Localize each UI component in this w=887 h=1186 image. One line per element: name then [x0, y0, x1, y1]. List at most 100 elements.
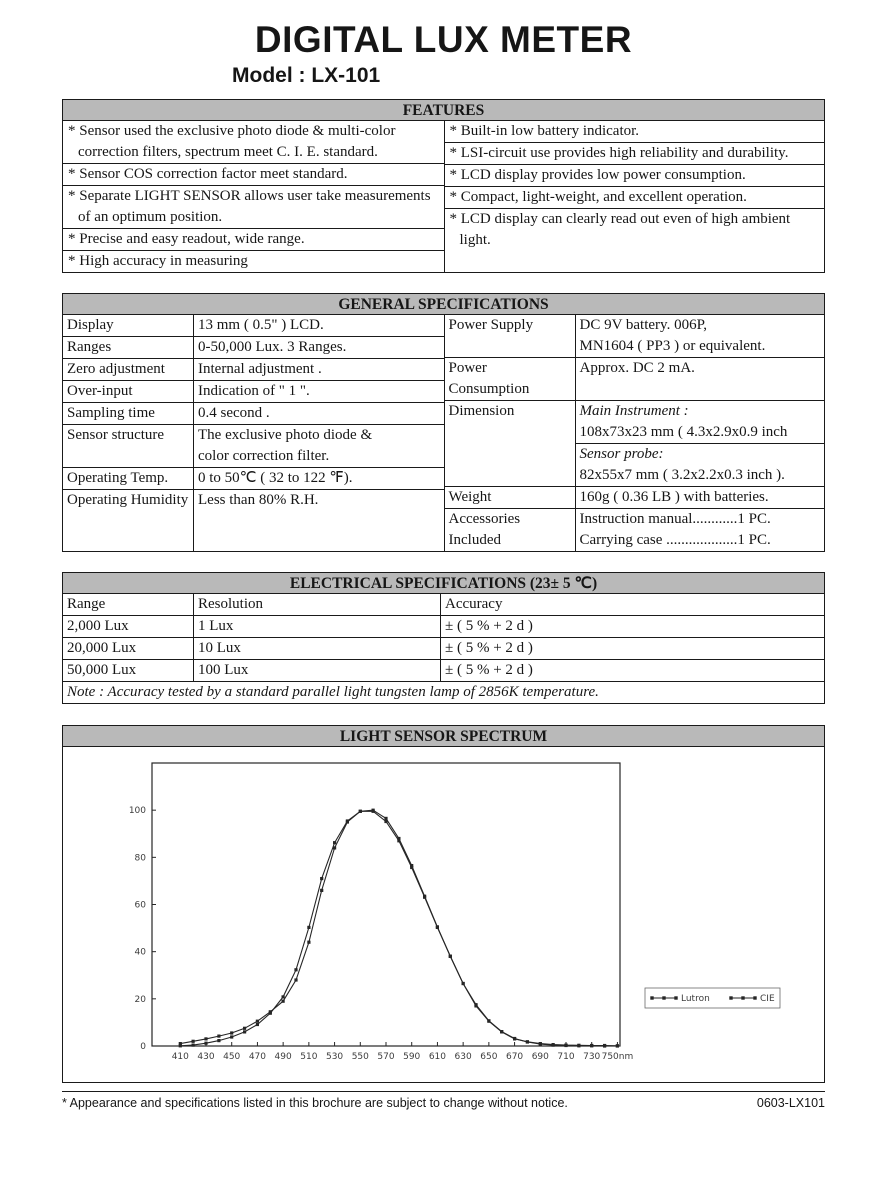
spec-value: 0 to 50℃ ( 32 to 122 ℉).	[198, 470, 353, 486]
spec-row: Dimension Main Instrument : 108x73x23 mm (…	[444, 401, 825, 487]
spec-row: Over-input Indication of " 1 ".	[63, 381, 444, 403]
spec-label: Operating Humidity	[63, 490, 194, 551]
x-tick-label: 550	[352, 1052, 369, 1062]
y-tick-label: 40	[135, 948, 147, 958]
resolution-cell: 10 Lux	[194, 638, 441, 659]
spec-label: Sensor structure	[63, 425, 194, 467]
electrical-row: 2,000 Lux 1 Lux ± ( 5 % + 2 d )	[63, 616, 824, 638]
spec-row: Power Supply DC 9V battery. 006P, MN1604 (…	[444, 315, 824, 358]
data-marker	[281, 995, 285, 999]
spec-value: 160g ( 0.36 LB ) with batteries.	[579, 489, 769, 505]
feature-item: * LCD display provides low power consump…	[444, 165, 824, 187]
accuracy-cell: ± ( 5 % + 2 d )	[445, 662, 533, 678]
x-tick-label: 630	[455, 1052, 472, 1062]
spec-label: Power Consumption	[445, 358, 576, 400]
data-marker	[538, 1042, 542, 1046]
feature-item: * LSI-circuit use provides high reliabil…	[444, 143, 824, 165]
electrical-specs-section: ELECTRICAL SPECIFICATIONS (23± 5 ℃) Rang…	[62, 572, 825, 704]
data-marker	[474, 1003, 478, 1007]
y-tick-label: 20	[135, 995, 147, 1005]
feature-item: * Built-in low battery indicator.	[444, 121, 824, 143]
column-header-accuracy: Accuracy	[445, 596, 503, 612]
accuracy-cell: ± ( 5 % + 2 d )	[445, 618, 533, 634]
feature-item: * Sensor used the exclusive photo diode …	[63, 121, 444, 164]
x-tick-label: 530	[326, 1052, 343, 1062]
data-marker	[487, 1019, 491, 1023]
spec-value: 0-50,000 Lux. 3 Ranges.	[198, 339, 347, 355]
y-tick-label: 80	[135, 853, 147, 863]
data-marker	[500, 1030, 504, 1034]
spec-value: The exclusive photo diode & color correct…	[194, 425, 444, 467]
electrical-specs-header: ELECTRICAL SPECIFICATIONS (23± 5 ℃)	[63, 573, 824, 594]
series-line-cie	[180, 810, 618, 1047]
data-marker	[255, 1019, 259, 1023]
data-marker	[577, 1044, 581, 1048]
data-marker	[255, 1022, 259, 1027]
electrical-row: 50,000 Lux 100 Lux ± ( 5 % + 2 d )	[63, 660, 824, 682]
data-marker	[513, 1036, 517, 1041]
x-tick-label: 490	[275, 1052, 292, 1062]
legend-label: Lutron	[681, 994, 710, 1004]
feature-item: * Separate LIGHT SENSOR allows user take…	[63, 186, 444, 229]
feature-item: * High accuracy in measuring	[68, 253, 248, 269]
data-marker	[551, 1043, 555, 1047]
x-tick-label: 410	[172, 1052, 189, 1062]
spec-subblock: Sensor probe: 82x55x7 mm ( 3.2x2.2x0.3 in…	[576, 444, 825, 486]
data-marker	[243, 1026, 247, 1030]
model-subtitle: Model : LX-101	[232, 64, 381, 87]
footer-code: 0603-LX101	[756, 1096, 825, 1110]
general-specs-section: GENERAL SPECIFICATIONS Display 13 mm ( 0.…	[62, 293, 825, 552]
spec-value: Approx. DC 2 mA.	[579, 360, 695, 376]
x-tick-label: 730	[583, 1052, 600, 1062]
data-marker	[230, 1035, 234, 1039]
accuracy-cell: ± ( 5 % + 2 d )	[445, 640, 533, 656]
spec-row: Zero adjustment Internal adjustment .	[63, 359, 444, 381]
spec-value: Instruction manual............1 PC. Carry…	[576, 509, 825, 551]
data-marker	[461, 981, 465, 986]
data-marker	[320, 888, 324, 892]
spec-value: Main Instrument : 108x73x23 mm ( 4.3x2.9x…	[575, 401, 825, 486]
general-specs-left: Display 13 mm ( 0.5" ) LCD. Ranges 0-50,000…	[63, 315, 444, 551]
range-cell: 50,000 Lux	[63, 660, 194, 681]
spec-label: Sampling time	[63, 403, 194, 424]
column-header-resolution: Resolution	[194, 594, 441, 615]
general-specs-right: Power Supply DC 9V battery. 006P, MN1604 (…	[443, 315, 825, 551]
legend-label: CIE	[760, 994, 775, 1004]
data-marker	[294, 968, 298, 972]
data-marker	[384, 816, 388, 820]
resolution-cell: 100 Lux	[194, 660, 441, 681]
data-marker	[358, 809, 362, 813]
column-header-range: Range	[63, 594, 194, 615]
spec-row: Ranges 0-50,000 Lux. 3 Ranges.	[63, 337, 444, 359]
data-marker	[564, 1043, 568, 1048]
data-marker	[268, 1011, 272, 1015]
data-marker	[191, 1043, 195, 1047]
legend-marker	[662, 996, 666, 1000]
features-section: FEATURES * Sensor used the exclusive pho…	[62, 99, 825, 273]
spec-row: Accessories Included Instruction manual..…	[445, 509, 825, 551]
footer-note: * Appearance and specifications listed i…	[62, 1096, 568, 1110]
electrical-specs-body: Range Resolution Accuracy 2,000 Lux 1 Lux…	[63, 594, 824, 703]
range-cell: 2,000 Lux	[63, 616, 194, 637]
x-tick-label: 690	[532, 1052, 549, 1062]
data-marker	[243, 1030, 247, 1034]
range-cell: 20,000 Lux	[63, 638, 194, 659]
datasheet-page: DIGITAL LUX METER Model : LX-101 FEATURE…	[62, 20, 825, 1110]
spec-value: Indication of " 1 ".	[198, 383, 310, 399]
x-tick-label: 470	[249, 1052, 266, 1062]
general-specs-header: GENERAL SPECIFICATIONS	[63, 294, 824, 315]
spec-subblock: Main Instrument : 108x73x23 mm ( 4.3x2.9x…	[575, 401, 824, 444]
x-tick-label: 430	[197, 1052, 214, 1062]
spec-value-line: The exclusive photo diode &	[198, 427, 373, 443]
data-marker	[333, 846, 337, 850]
data-marker	[590, 1044, 594, 1048]
spec-value-line: DC 9V battery. 006P,	[579, 317, 708, 333]
footer: * Appearance and specifications listed i…	[62, 1091, 825, 1110]
spectrum-section: LIGHT SENSOR SPECTRUM 0 20 40 60 80 100 410 430…	[62, 725, 825, 1083]
x-tick-label: 610	[429, 1052, 446, 1062]
x-tick-label: 450	[223, 1052, 240, 1062]
features-body: * Sensor used the exclusive photo diode …	[63, 121, 824, 272]
spec-label: Operating Temp.	[63, 468, 194, 489]
spec-row: Sensor structure The exclusive photo diod…	[63, 425, 444, 468]
spectrum-header: LIGHT SENSOR SPECTRUM	[63, 726, 824, 747]
